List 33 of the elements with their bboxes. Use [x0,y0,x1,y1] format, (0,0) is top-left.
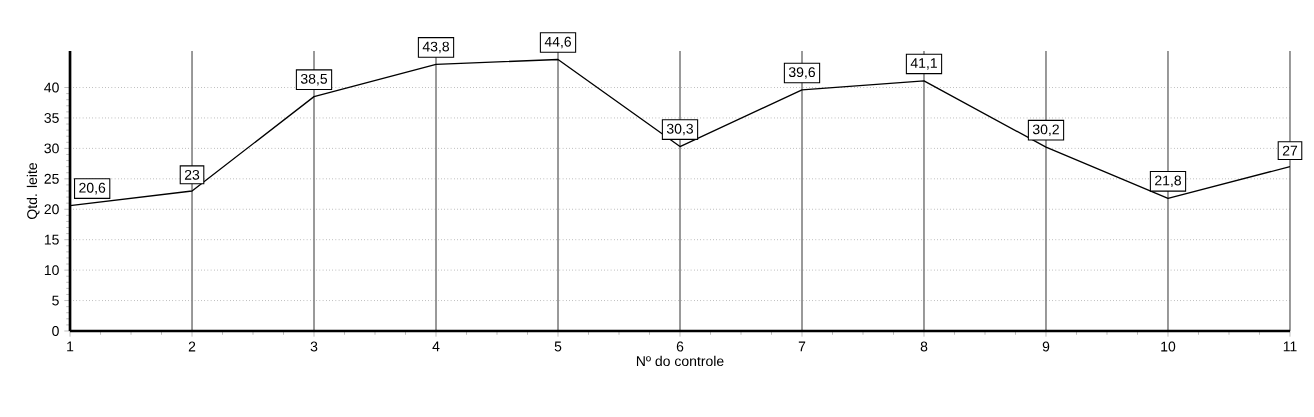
x-axis-title: Nº do controle [636,355,724,367]
x-tick-label: 4 [432,341,440,352]
data-label: 20,6 [79,182,106,195]
y-tick-label: 35 [44,113,59,123]
y-tick-label: 25 [44,173,59,184]
data-label: 44,6 [544,36,572,49]
y-tick-label: 20 [44,204,59,215]
y-tick-label: 0 [52,326,59,336]
y-tick-label: 15 [44,234,59,245]
data-label: 38,5 [300,73,328,86]
data-label: 43,8 [422,41,450,54]
x-tick-label: 9 [1042,341,1050,352]
x-tick-label: 2 [188,341,196,352]
y-tick-label: 5 [52,295,59,306]
data-label: 30,2 [1032,124,1059,136]
x-tick-label: 3 [310,341,318,352]
y-axis-title: Qtd. leite [26,162,40,219]
x-tick-label: 6 [676,341,684,352]
y-tick-label: 10 [44,265,59,276]
x-tick-label: 11 [1283,341,1297,352]
x-tick-label: 7 [798,341,806,352]
x-tick-label: 1 [67,341,74,352]
x-tick-label: 5 [554,341,562,352]
y-tick-label: 40 [44,82,59,93]
data-label: 41,1 [910,58,937,70]
y-tick-label: 30 [44,143,59,154]
data-label: 23 [184,169,200,180]
x-tick-label: 10 [1161,341,1176,352]
data-label: 39,6 [788,67,816,79]
data-label: 21,8 [1155,175,1181,188]
x-tick-label: 8 [920,341,928,352]
data-label: 30,3 [666,123,694,136]
data-label: 27 [1282,145,1298,156]
